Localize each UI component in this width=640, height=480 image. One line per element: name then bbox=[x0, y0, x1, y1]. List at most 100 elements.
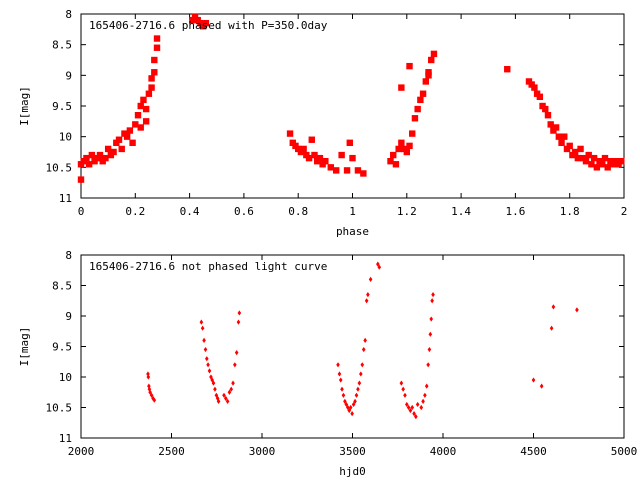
y-tick-label: 8.5 bbox=[52, 39, 72, 52]
data-point bbox=[408, 407, 413, 414]
data-point bbox=[207, 368, 212, 374]
data-point bbox=[233, 362, 237, 368]
data-series bbox=[77, 13, 625, 183]
data-point bbox=[531, 377, 536, 383]
data-point bbox=[593, 164, 601, 171]
data-point bbox=[227, 389, 232, 395]
data-point bbox=[129, 139, 136, 146]
data-point bbox=[398, 139, 405, 146]
data-point bbox=[206, 362, 210, 368]
data-point bbox=[137, 102, 144, 110]
data-point bbox=[85, 161, 93, 168]
data-point bbox=[348, 404, 353, 411]
data-point bbox=[204, 356, 209, 362]
unphased-light-curve-chart: 2000 2500 3000 3500 4000 4500 5000 8 8.5 9 9.5 10 10… bbox=[18, 249, 637, 478]
data-point bbox=[311, 151, 318, 159]
data-point bbox=[415, 401, 420, 408]
data-point bbox=[118, 145, 125, 153]
data-point bbox=[406, 142, 413, 150]
plot-frame bbox=[80, 254, 625, 439]
data-point bbox=[395, 145, 402, 153]
data-point bbox=[368, 276, 373, 282]
data-point bbox=[425, 72, 432, 79]
data-point bbox=[356, 386, 360, 392]
data-point bbox=[151, 395, 155, 401]
x-tick-label: 1.8 bbox=[560, 205, 580, 218]
data-point bbox=[333, 167, 340, 174]
data-point bbox=[544, 112, 552, 119]
data-point bbox=[137, 124, 144, 131]
data-point bbox=[149, 392, 154, 398]
x-tick-label: 2 bbox=[621, 205, 628, 218]
y-tick-label: 9.5 bbox=[52, 100, 72, 113]
data-point bbox=[151, 69, 158, 76]
data-point bbox=[412, 411, 416, 417]
data-point bbox=[210, 377, 215, 383]
data-point bbox=[110, 148, 117, 156]
data-point bbox=[504, 66, 511, 73]
y-tick-label: 11 bbox=[59, 432, 72, 445]
plot-title: 165406-2716.6 phased with P=350.0day bbox=[89, 19, 328, 32]
data-point bbox=[536, 93, 544, 100]
data-point bbox=[213, 386, 217, 392]
data-point bbox=[115, 136, 123, 143]
data-point bbox=[403, 392, 407, 398]
data-point bbox=[547, 121, 554, 128]
data-point bbox=[286, 130, 294, 137]
data-point bbox=[148, 75, 155, 82]
data-point bbox=[575, 307, 579, 313]
data-point bbox=[561, 133, 568, 140]
data-point bbox=[351, 401, 356, 408]
data-point bbox=[134, 112, 142, 119]
x-tick-label: 4500 bbox=[520, 445, 547, 458]
y-tick-label: 9 bbox=[65, 69, 72, 82]
x-tick-label: 5000 bbox=[611, 445, 638, 458]
data-point bbox=[551, 304, 556, 310]
data-point bbox=[431, 292, 435, 298]
data-point bbox=[574, 154, 582, 162]
data-point bbox=[430, 298, 434, 304]
x-tick-label: 0.2 bbox=[125, 205, 145, 218]
x-tick-label: 3000 bbox=[249, 445, 276, 458]
x-tick-label: 1.4 bbox=[451, 205, 471, 218]
data-point bbox=[341, 392, 346, 398]
data-point bbox=[531, 84, 538, 91]
data-point bbox=[96, 151, 104, 159]
data-point bbox=[552, 124, 560, 131]
data-point bbox=[398, 84, 405, 91]
data-point bbox=[422, 78, 430, 85]
data-point bbox=[549, 325, 554, 331]
data-point bbox=[390, 151, 397, 159]
y-tick-label: 9 bbox=[65, 310, 72, 323]
data-point bbox=[350, 411, 354, 417]
data-point bbox=[539, 383, 544, 389]
y-axis-title: I[mag] bbox=[18, 327, 31, 367]
data-point bbox=[88, 151, 96, 159]
data-point bbox=[211, 380, 216, 386]
data-point bbox=[216, 398, 221, 404]
data-point bbox=[590, 154, 598, 162]
data-point bbox=[126, 127, 134, 134]
data-point bbox=[426, 362, 430, 368]
data-point bbox=[224, 395, 228, 401]
data-point bbox=[585, 151, 592, 159]
data-point bbox=[148, 84, 155, 91]
data-point bbox=[145, 90, 153, 97]
data-point bbox=[360, 362, 365, 368]
data-point bbox=[346, 139, 353, 146]
data-point bbox=[343, 167, 351, 174]
data-point bbox=[401, 386, 405, 392]
data-point bbox=[225, 398, 230, 404]
data-point bbox=[618, 158, 625, 165]
data-point bbox=[430, 50, 438, 58]
y-axis-title: I[mag] bbox=[18, 86, 31, 126]
data-point bbox=[417, 96, 424, 104]
data-point bbox=[140, 96, 147, 104]
data-point bbox=[322, 158, 329, 165]
x-tick-label: 3500 bbox=[339, 445, 366, 458]
y-tick-label: 10 bbox=[59, 371, 72, 384]
y-tick-label: 10.5 bbox=[46, 402, 73, 415]
data-point bbox=[414, 414, 418, 420]
x-tick-label: 1.6 bbox=[505, 205, 525, 218]
